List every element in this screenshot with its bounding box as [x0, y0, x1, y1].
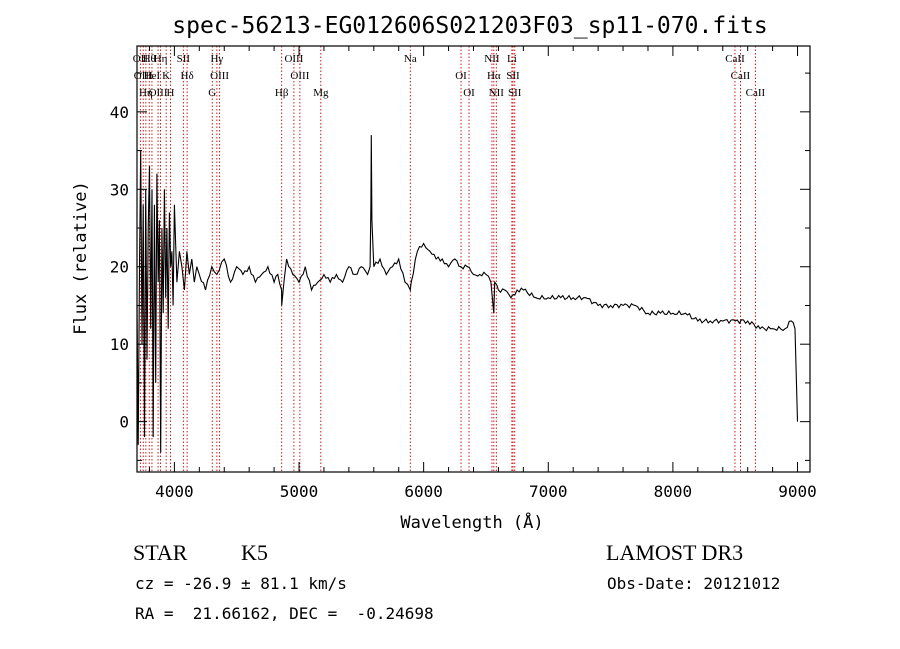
- line-label: HeI: [144, 70, 161, 82]
- y-tick-label: 0: [119, 413, 129, 432]
- line-label: CaII: [746, 87, 766, 99]
- line-label: Hθ: [143, 53, 156, 65]
- line-label: Mg: [313, 87, 329, 99]
- line-label: Hδ: [181, 70, 194, 82]
- x-tick-label: 9000: [778, 482, 817, 501]
- y-axis-label: Flux (relative): [71, 181, 91, 335]
- y-axis-ticks: 0 10 20 30 40: [110, 72, 810, 461]
- line-label: Hη: [139, 87, 153, 99]
- line-label: SII: [508, 87, 522, 99]
- line-label: SII: [506, 70, 520, 82]
- line-label: OI: [455, 70, 467, 82]
- y-tick-label: 10: [110, 335, 129, 354]
- plot-frame: [136, 45, 811, 473]
- line-label: NII: [484, 53, 500, 65]
- survey-name: LAMOST DR3: [606, 540, 744, 565]
- x-axis-label: Wavelength (Å): [400, 511, 543, 533]
- spectral-line-markers: [139, 46, 756, 472]
- line-label: OI: [463, 87, 475, 99]
- line-label: Hα: [487, 70, 501, 82]
- line-label: Hγ: [210, 53, 223, 65]
- object-class: STAR: [133, 540, 188, 565]
- spectrum-curve: [136, 135, 799, 453]
- object-subclass: K5: [241, 540, 268, 565]
- line-label: CaII: [731, 70, 751, 82]
- line-label: K: [162, 70, 170, 82]
- line-label: Li: [507, 53, 517, 65]
- line-label: Hβ: [275, 87, 289, 99]
- redshift-cz: cz = -26.9 ± 81.1 km/s: [135, 574, 347, 593]
- y-tick-label: 30: [110, 180, 129, 199]
- y-tick-label: 40: [110, 103, 129, 122]
- line-label: OIII: [284, 53, 303, 65]
- spectral-line-labels: OIIOIIIHηHθHeIOIIIHηKHSIIHδGHγOIIIHβOIII…: [133, 53, 766, 99]
- sky-coordinates: RA = 21.66162, DEC = -0.24698: [135, 604, 434, 623]
- line-label: OIII: [149, 87, 168, 99]
- x-tick-label: 7000: [529, 482, 568, 501]
- x-axis-ticks: 4000 5000 6000 7000 8000 9000: [148, 46, 817, 501]
- line-label: G: [208, 87, 216, 99]
- line-label: NII: [489, 87, 505, 99]
- observation-date: Obs-Date: 20121012: [607, 574, 781, 593]
- line-label: SII: [177, 53, 191, 65]
- x-tick-label: 5000: [280, 482, 319, 501]
- line-label: OIII: [290, 70, 309, 82]
- chart-title: spec-56213-EG012606S021203F03_sp11-070.f…: [172, 13, 767, 39]
- x-tick-label: 6000: [404, 482, 443, 501]
- line-label: OIII: [210, 70, 229, 82]
- line-label: CaII: [725, 53, 745, 65]
- x-tick-label: 8000: [654, 482, 693, 501]
- line-label: H: [167, 87, 175, 99]
- line-label: Hη: [154, 53, 168, 65]
- y-tick-label: 20: [110, 258, 129, 277]
- line-label: Na: [404, 53, 417, 65]
- x-tick-label: 4000: [155, 482, 194, 501]
